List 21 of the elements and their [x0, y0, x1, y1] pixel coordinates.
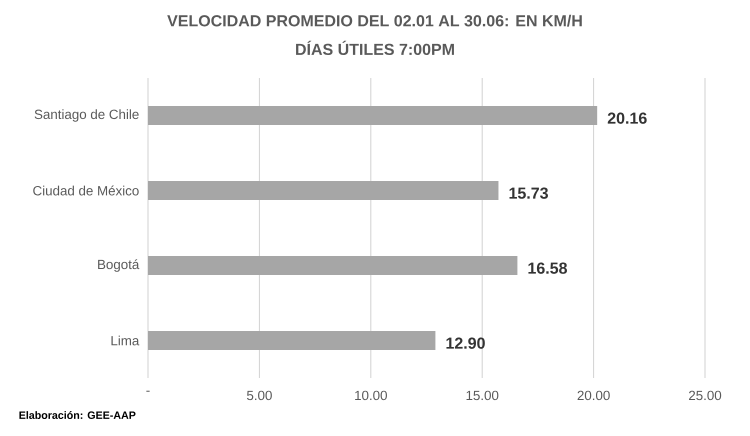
chart-title: VELOCIDAD PROMEDIO DEL 02.01 AL 30.06: EN KM/H — [167, 14, 582, 27]
x-tick-label: 10.00 — [355, 390, 387, 400]
y-tick-label: Bogotá — [98, 259, 140, 272]
data-label: 20.16 — [608, 112, 647, 124]
y-tick-label: Santiago de Chile — [34, 109, 139, 122]
data-label: 16.58 — [528, 262, 567, 274]
chart-subtitle: DÍAS ÚTILES 7:00PM — [296, 40, 454, 56]
y-tick-label: Lima — [111, 336, 140, 346]
bar — [148, 256, 518, 276]
data-label: 12.90 — [446, 338, 485, 349]
x-tick-label: 20.00 — [578, 390, 610, 400]
text: Elaboración: GEE-AAP — [19, 411, 136, 419]
y-tick-label: Ciudad de México — [33, 186, 139, 196]
data-label: 15.73 — [510, 188, 548, 199]
bar — [148, 106, 598, 126]
x-tick-label: - — [146, 390, 150, 392]
bar — [148, 181, 498, 200]
x-tick-label: 25.00 — [688, 390, 722, 400]
x-tick-label: 15.00 — [466, 390, 498, 400]
x-tick-label: 5.00 — [246, 390, 272, 400]
bar — [148, 331, 436, 350]
